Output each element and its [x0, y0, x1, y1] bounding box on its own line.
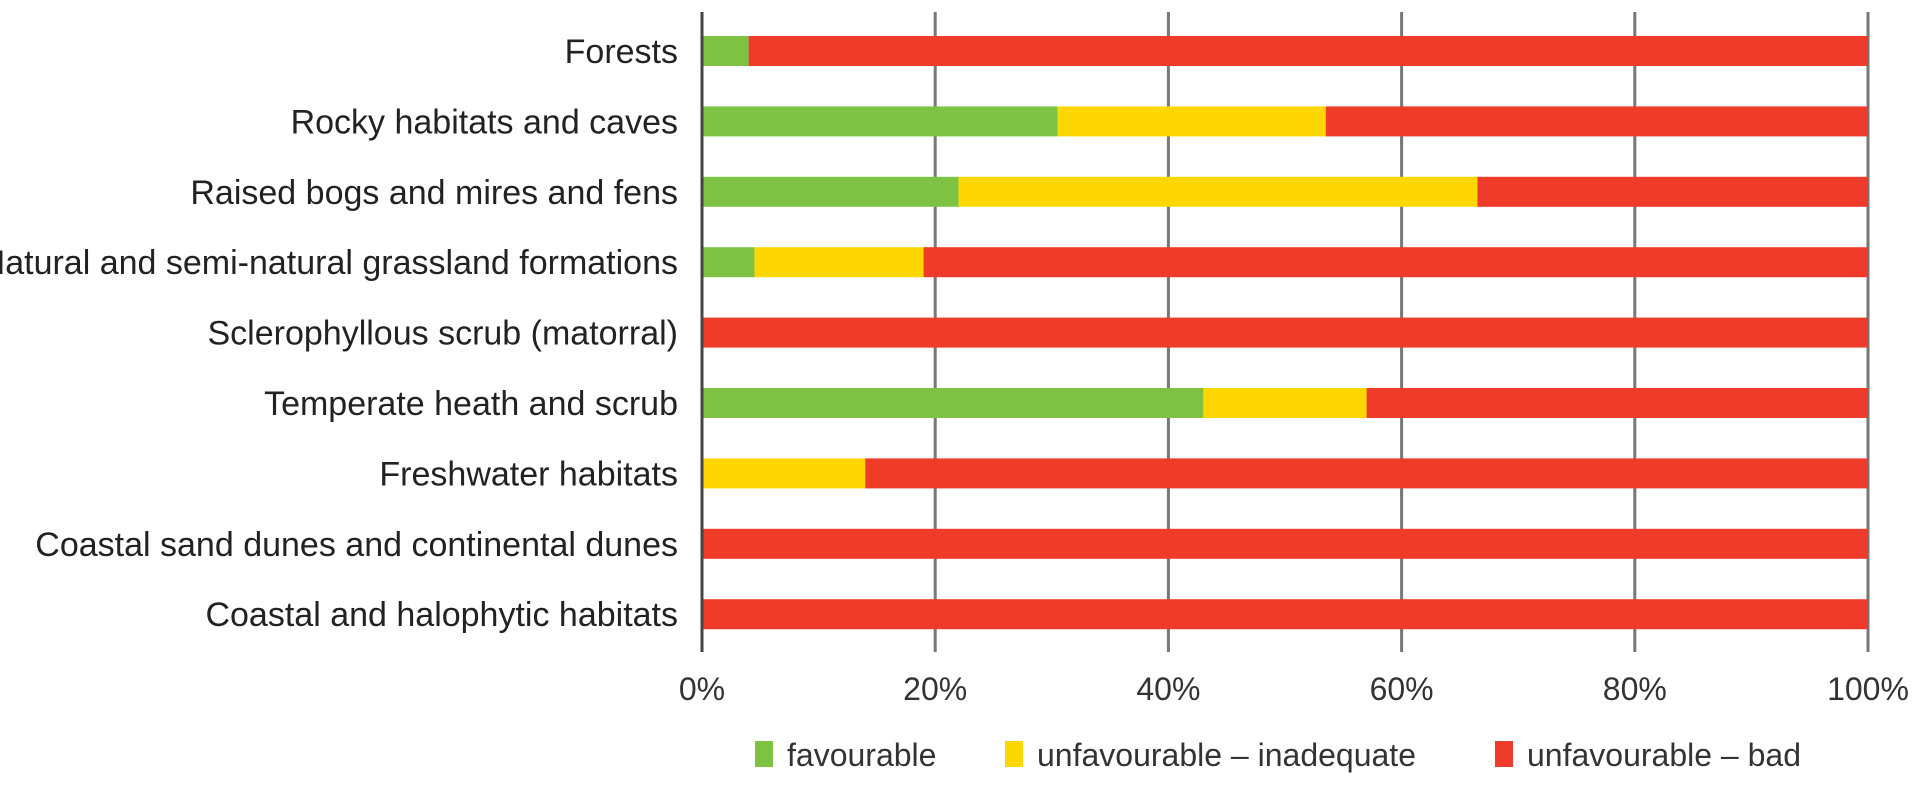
category-label-4: Sclerophyllous scrub (matorral)	[208, 315, 679, 353]
bar-segment-5-0	[702, 388, 1204, 418]
bar-segment-3-0	[702, 247, 755, 278]
category-label-0: Forests	[565, 33, 678, 71]
x-tick-label-5: 100%	[1827, 671, 1909, 707]
bar-segment-0-2	[748, 36, 1868, 66]
x-tick-label-2: 40%	[1136, 671, 1200, 707]
bar-segment-2-1	[958, 176, 1478, 207]
bar-segment-1-0	[702, 106, 1058, 137]
legend: favourable unfavourable – inadequate unfav…	[755, 737, 1801, 773]
legend-label-1: unfavourable – inadequate	[1037, 737, 1416, 773]
legend-swatch-0	[755, 741, 773, 767]
legend-label-2: unfavourable – bad	[1527, 737, 1801, 773]
bar-segment-2-0	[702, 176, 959, 207]
bar-segment-5-1	[1203, 388, 1367, 418]
x-tick-label-0: 0%	[679, 671, 725, 707]
bar-segment-6-2	[865, 458, 1868, 489]
bar-segment-4-2	[702, 317, 1868, 348]
category-label-6: Freshwater habitats	[379, 455, 678, 493]
category-label-3: Natural and semi-natural grassland forma…	[0, 244, 678, 282]
x-tick-label-4: 80%	[1603, 671, 1667, 707]
bar-segment-7-2	[702, 528, 1868, 559]
category-label-7: Coastal sand dunes and continental dunes	[35, 526, 678, 564]
bar-segment-5-2	[1366, 388, 1868, 418]
bar-segment-8-2	[702, 599, 1868, 630]
category-labels: Forests Rocky habitats and caves Raised bo…	[0, 33, 678, 634]
legend-swatch-2	[1495, 741, 1513, 767]
x-tick-label-3: 60%	[1370, 671, 1434, 707]
bars	[702, 36, 1868, 630]
bar-segment-1-2	[1325, 106, 1868, 137]
x-tick-label-1: 20%	[903, 671, 967, 707]
category-label-8: Coastal and halophytic habitats	[205, 596, 678, 634]
bar-segment-3-2	[923, 247, 1868, 278]
category-label-2: Raised bogs and mires and fens	[190, 174, 678, 212]
bar-segment-0-0	[702, 36, 749, 66]
legend-label-0: favourable	[787, 737, 936, 773]
bar-segment-3-1	[754, 247, 924, 278]
bar-segment-2-2	[1477, 176, 1868, 207]
category-label-1: Rocky habitats and caves	[291, 103, 678, 141]
bar-segment-6-1	[702, 458, 866, 489]
bar-segment-1-1	[1057, 106, 1326, 137]
category-label-5: Temperate heath and scrub	[264, 385, 678, 423]
legend-swatch-1	[1005, 741, 1023, 767]
x-tick-labels: 0% 20% 40% 60% 80% 100%	[679, 671, 1909, 707]
